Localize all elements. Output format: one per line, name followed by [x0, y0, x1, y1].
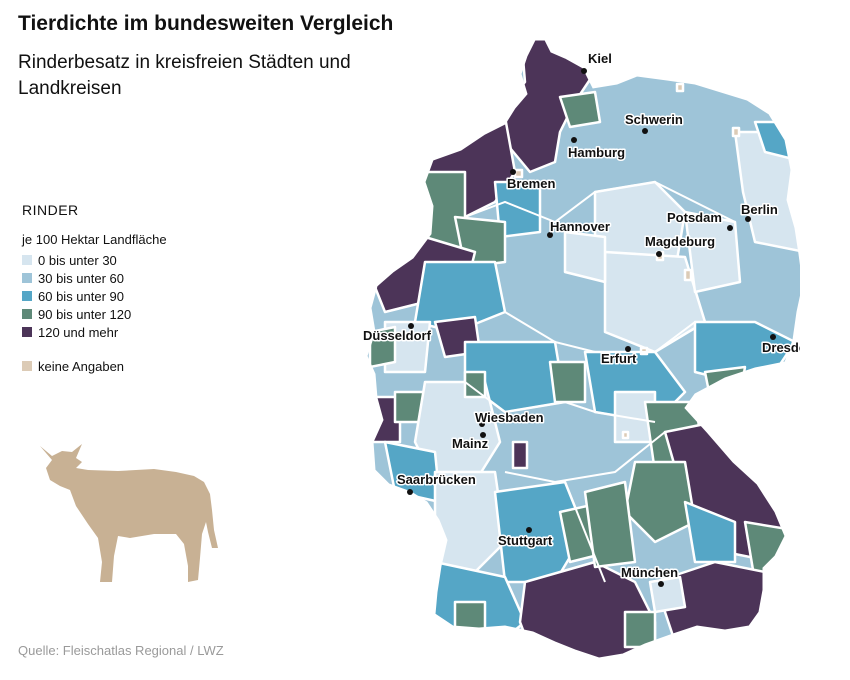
city-label: Erfurt — [601, 351, 637, 366]
city-label: Mainz — [452, 436, 489, 451]
map-region — [563, 230, 607, 284]
legend-item: 0 bis unter 30 — [22, 251, 167, 269]
city-dresden: Dresden — [761, 334, 800, 357]
city-marker — [408, 323, 414, 329]
map-region — [548, 360, 587, 404]
city-duesseldorf: Düsseldorf — [362, 323, 433, 345]
legend-item-no-data: keine Angaben — [22, 357, 167, 375]
city-potsdam: Potsdam — [666, 209, 733, 231]
city-label: Potsdam — [667, 210, 722, 225]
city-bremen: Bremen — [506, 169, 557, 193]
city-label: Hamburg — [568, 145, 625, 160]
city-hannover: Hannover — [547, 218, 611, 238]
city-marker — [658, 581, 664, 587]
city-marker — [547, 232, 553, 238]
legend-item-label: 0 bis unter 30 — [38, 252, 117, 268]
city-label: Wiesbaden — [475, 410, 544, 425]
legend-item-label: keine Angaben — [38, 358, 125, 374]
legend-swatch — [22, 327, 32, 337]
map-region — [413, 260, 507, 334]
city-marker — [625, 346, 631, 352]
city-muenchen: München — [620, 564, 680, 587]
legend-item: 90 bis unter 120 — [22, 305, 167, 323]
city-label: Bremen — [507, 176, 555, 191]
map-region-no-data — [621, 430, 630, 440]
city-marker — [480, 432, 486, 438]
city-marker — [510, 169, 516, 175]
legend-swatch — [22, 309, 32, 319]
source-note: Quelle: Fleischatlas Regional / LWZ — [18, 643, 224, 658]
city-marker — [642, 128, 648, 134]
cow-icon — [40, 444, 218, 582]
legend-swatch — [22, 255, 32, 265]
legend-item: 120 und mehr — [22, 323, 167, 341]
city-label: Dresden — [762, 340, 800, 355]
legend-item: 30 bis unter 60 — [22, 269, 167, 287]
map-region — [453, 600, 487, 644]
city-berlin: Berlin — [740, 201, 779, 222]
map-region — [368, 325, 397, 369]
city-marker — [581, 68, 587, 74]
map-region — [511, 440, 529, 470]
map-region — [683, 500, 737, 564]
map-region — [558, 90, 602, 129]
legend-heading: RINDER — [22, 202, 79, 218]
city-marker — [770, 334, 776, 340]
city-marker — [571, 137, 577, 143]
legend-swatch — [22, 273, 32, 283]
city-marker — [479, 421, 485, 427]
city-magdeburg: Magdeburg — [644, 233, 717, 257]
city-schwerin: Schwerin — [624, 111, 684, 134]
city-mainz: Mainz — [451, 432, 490, 453]
city-saarbruecken: Saarbrücken — [396, 471, 477, 495]
map-region — [603, 250, 707, 354]
map-region-no-data — [683, 268, 693, 282]
map-region — [703, 365, 747, 399]
map-region — [683, 210, 742, 294]
map-region — [648, 575, 687, 614]
legend-item-label: 90 bis unter 120 — [38, 306, 132, 322]
legend-item-label: 60 bis unter 90 — [38, 288, 125, 304]
city-marker — [526, 527, 532, 533]
city-wiesbaden: Wiesbaden — [474, 409, 545, 427]
map-region-no-data — [675, 82, 685, 93]
city-marker — [727, 225, 733, 231]
city-label: Berlin — [741, 202, 778, 217]
legend-unit: je 100 Hektar Landfläche — [22, 232, 167, 247]
legend-item-label: 120 und mehr — [38, 324, 119, 340]
city-label: Stuttgart — [498, 533, 553, 548]
city-marker — [745, 216, 751, 222]
map-subtitle: Rinderbesatz in kreisfreien Städten und … — [18, 52, 351, 99]
legend-swatch — [22, 291, 32, 301]
map-region — [583, 480, 637, 569]
city-label: Magdeburg — [645, 234, 715, 249]
legend-item: 60 bis unter 90 — [22, 287, 167, 305]
city-label: Hannover — [550, 219, 610, 234]
map-region-no-data — [731, 126, 741, 138]
city-marker — [656, 251, 662, 257]
city-erfurt: Erfurt — [600, 346, 639, 368]
city-label: Saarbrücken — [397, 472, 476, 487]
map-outline — [366, 39, 800, 659]
city-label: Schwerin — [625, 112, 683, 127]
legend-item-label: 30 bis unter 60 — [38, 270, 125, 286]
city-stuttgart: Stuttgart — [497, 527, 554, 550]
city-marker — [407, 489, 413, 495]
germany-choropleth-map: Kiel Schwerin Hamburg Bremen Hannover Po… — [362, 39, 800, 659]
city-label: Düsseldorf — [363, 328, 432, 343]
legend-swatch — [22, 361, 32, 371]
state-borders — [464, 180, 736, 583]
map-title: Tierdichte im bundesweiten Vergleich — [18, 12, 394, 35]
legend: RINDER je 100 Hektar Landfläche 0 bis un… — [22, 202, 167, 375]
city-hamburg: Hamburg — [567, 137, 627, 162]
city-label: Kiel — [588, 51, 612, 66]
city-label: München — [621, 565, 678, 580]
city-kiel: Kiel — [581, 50, 613, 74]
